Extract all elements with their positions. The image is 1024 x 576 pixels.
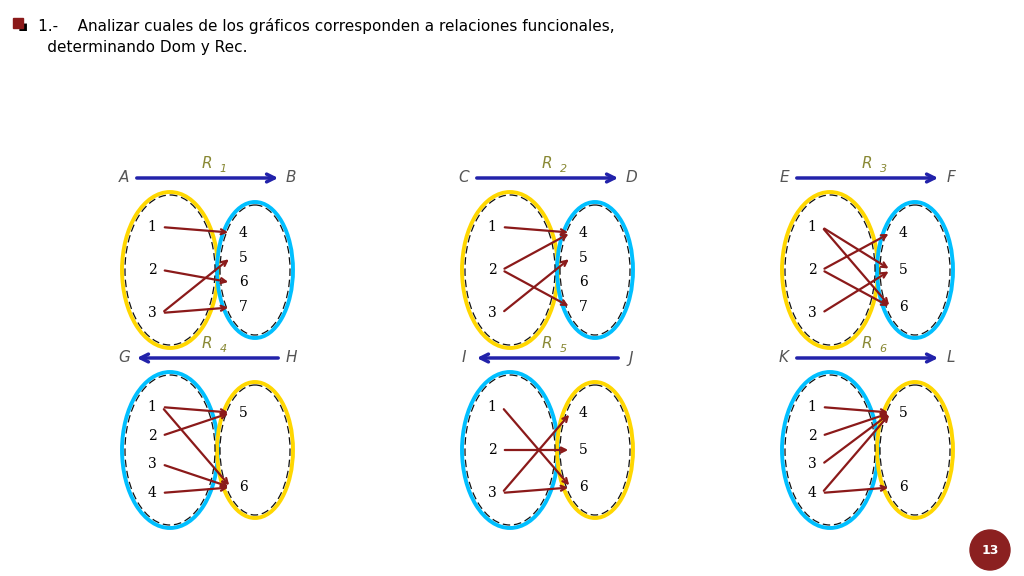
Text: 3: 3 [808, 457, 816, 471]
Text: 4: 4 [239, 226, 248, 240]
Text: 5: 5 [899, 406, 907, 419]
Text: 5: 5 [239, 251, 248, 264]
Text: C: C [459, 170, 469, 185]
Text: R: R [202, 157, 213, 172]
Text: 2: 2 [559, 164, 566, 174]
Text: 1: 1 [147, 400, 157, 414]
Text: 6: 6 [899, 301, 907, 314]
Text: 1: 1 [147, 220, 157, 234]
Text: 6: 6 [880, 344, 887, 354]
Text: 6: 6 [239, 480, 248, 494]
Text: 4: 4 [808, 486, 816, 500]
Text: L: L [947, 351, 955, 366]
Text: F: F [946, 170, 955, 185]
Text: 5: 5 [899, 263, 907, 277]
Text: 7: 7 [579, 301, 588, 314]
Text: 4: 4 [579, 406, 588, 419]
Text: 3: 3 [808, 306, 816, 320]
Circle shape [970, 530, 1010, 570]
Text: 3: 3 [880, 164, 887, 174]
Text: A: A [119, 170, 129, 185]
Text: G: G [118, 351, 130, 366]
Text: 2: 2 [808, 429, 816, 443]
Text: 1: 1 [487, 220, 497, 234]
Text: 6: 6 [899, 480, 907, 494]
Text: H: H [286, 351, 297, 366]
Text: 13: 13 [981, 544, 998, 556]
Text: 6: 6 [579, 480, 588, 494]
Text: K: K [779, 351, 790, 366]
Text: 4: 4 [579, 226, 588, 240]
Text: 1: 1 [487, 400, 497, 414]
Text: 2: 2 [487, 443, 497, 457]
Text: 5: 5 [579, 251, 588, 264]
Text: I: I [462, 351, 466, 366]
Text: 5: 5 [559, 344, 566, 354]
Text: ▪  1.-    Analizar cuales de los gráficos corresponden a relaciones funcionales,: ▪ 1.- Analizar cuales de los gráficos co… [18, 18, 614, 34]
Text: 2: 2 [147, 263, 157, 277]
Text: R: R [862, 157, 872, 172]
Text: 4: 4 [899, 226, 907, 240]
Text: 3: 3 [147, 457, 157, 471]
Text: 1: 1 [808, 220, 816, 234]
Text: 5: 5 [579, 443, 588, 457]
Text: 1: 1 [808, 400, 816, 414]
Text: R: R [862, 336, 872, 351]
Text: 3: 3 [147, 306, 157, 320]
Text: E: E [779, 170, 788, 185]
Text: D: D [625, 170, 637, 185]
Text: 5: 5 [239, 406, 248, 419]
Text: 2: 2 [147, 429, 157, 443]
Text: R: R [542, 336, 553, 351]
Text: 6: 6 [579, 275, 588, 290]
Text: determinando Dom y Rec.: determinando Dom y Rec. [18, 40, 248, 55]
Text: B: B [286, 170, 296, 185]
Text: 3: 3 [487, 486, 497, 500]
Text: 1: 1 [219, 164, 226, 174]
Text: 7: 7 [239, 301, 248, 314]
Text: R: R [202, 336, 213, 351]
Text: J: J [629, 351, 633, 366]
Text: 2: 2 [808, 263, 816, 277]
Text: 6: 6 [239, 275, 248, 290]
Text: R: R [542, 157, 553, 172]
Text: 3: 3 [487, 306, 497, 320]
Text: 4: 4 [147, 486, 157, 500]
Text: 2: 2 [487, 263, 497, 277]
Text: 4: 4 [219, 344, 226, 354]
